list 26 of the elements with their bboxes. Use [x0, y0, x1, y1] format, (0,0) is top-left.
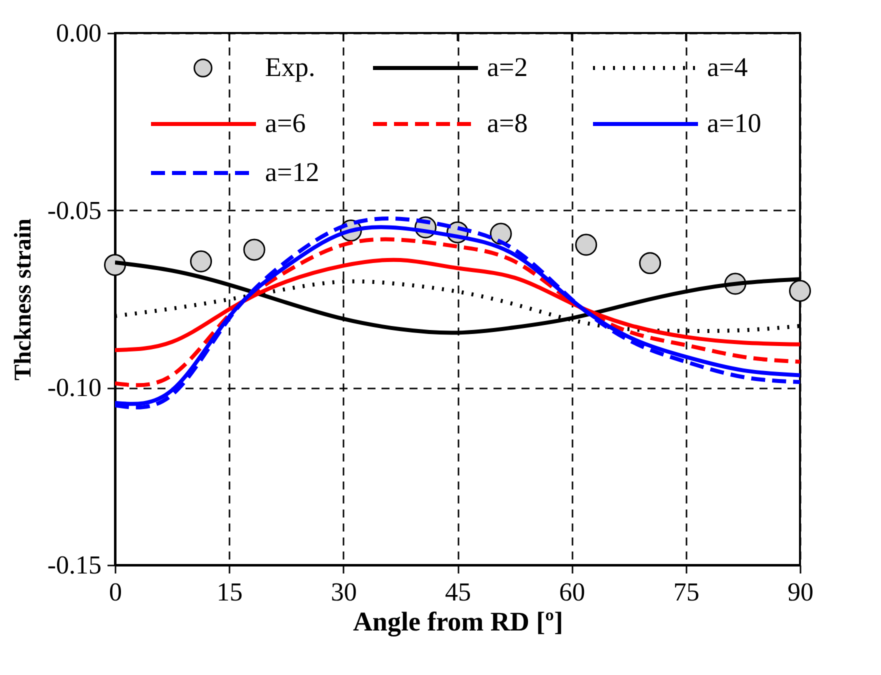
point: [575, 234, 598, 256]
x-tick-label: 90: [788, 578, 814, 606]
legend-label: a=4: [707, 52, 748, 82]
point: [639, 252, 662, 274]
y-axis-title: Thckness strain: [10, 218, 36, 381]
x-tick-label: 0: [109, 578, 122, 606]
y-tick-label: -0.15: [47, 550, 102, 580]
legend-label: a=12: [265, 157, 320, 187]
point: [490, 222, 512, 245]
x-axis-title: Angle from RD [º]: [352, 606, 564, 636]
x-tick-label: 15: [216, 578, 243, 606]
y-tick-label: 0.00: [56, 18, 102, 48]
x-tick-label: 45: [445, 578, 471, 606]
legend-label: Exp.: [265, 52, 316, 82]
y-tick-label: -0.10: [47, 373, 102, 402]
x-tick-label: 30: [330, 578, 357, 606]
legend-label: a=6: [265, 108, 306, 138]
legend-label: a=10: [707, 108, 762, 138]
legend-label: a=2: [487, 52, 528, 82]
point: [789, 280, 811, 302]
y-tick-label: -0.05: [47, 196, 102, 225]
x-tick-label: 60: [559, 578, 586, 606]
legend-label: a=8: [487, 108, 528, 138]
x-tick-label: 75: [673, 578, 700, 606]
point: [190, 250, 212, 272]
point: [243, 238, 266, 261]
